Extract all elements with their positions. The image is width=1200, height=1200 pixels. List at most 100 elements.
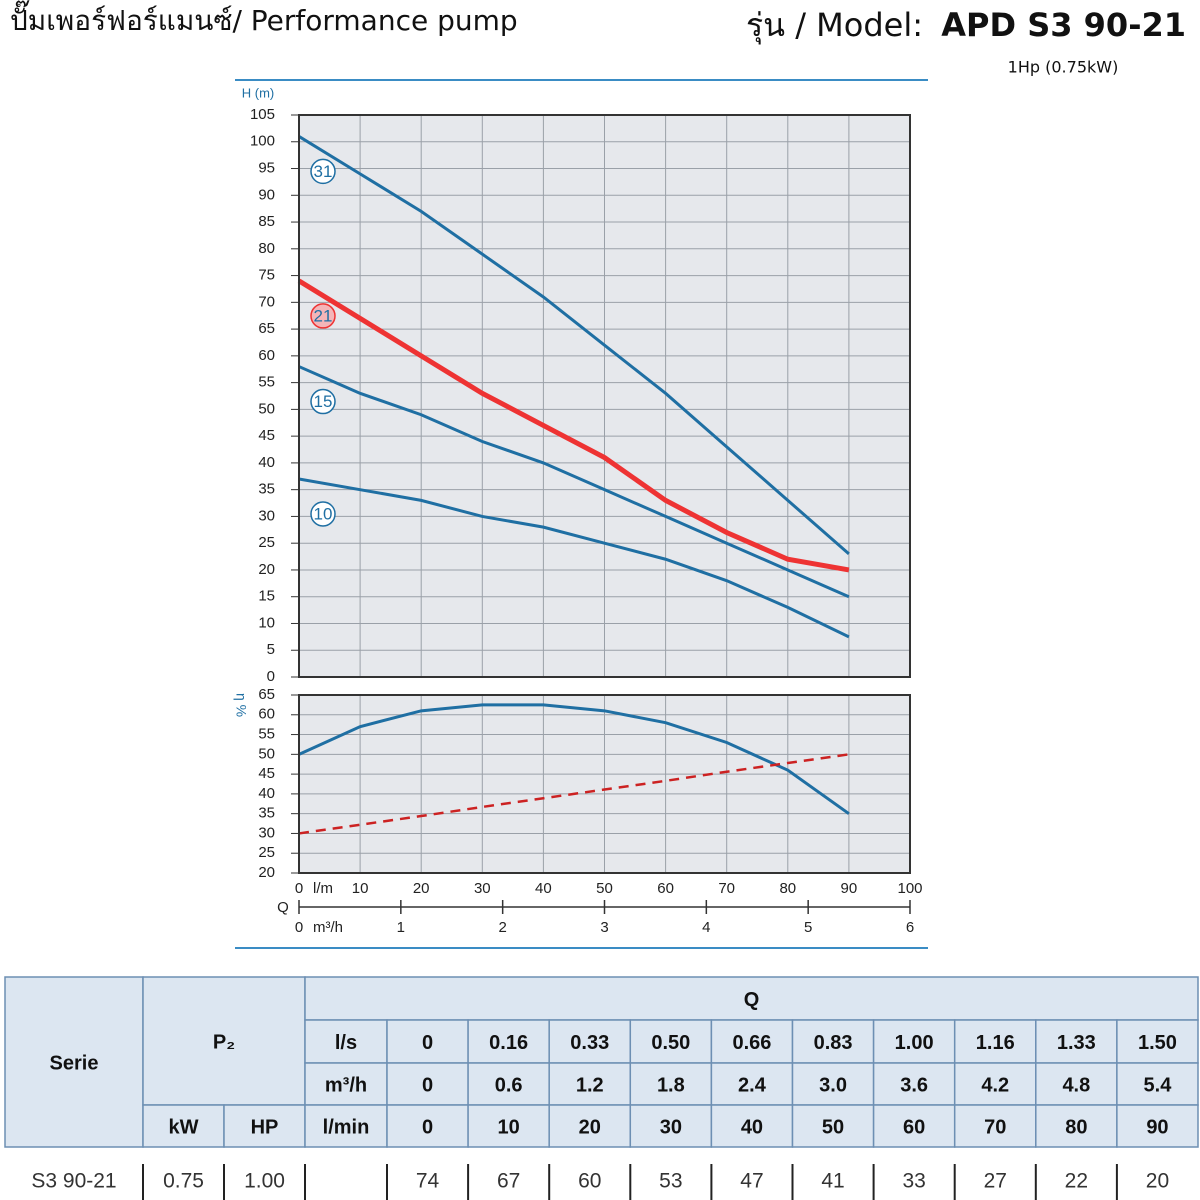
table-cell-text: 33: [902, 1170, 925, 1193]
y-tick-label: 70: [258, 293, 275, 310]
plot-border: [298, 694, 911, 874]
table-cell-text: 47: [740, 1170, 763, 1193]
table-header-text: 1.00: [895, 1032, 934, 1054]
table-cell: [710, 1019, 794, 1064]
table-header-text: 0.66: [732, 1032, 771, 1054]
y-tick-label: 0: [267, 668, 275, 685]
table-cell: [223, 1104, 306, 1148]
title: ปั๊มเพอร์ฟอร์แมนซ์/ Performance pump: [10, 0, 518, 37]
table-cell-text: 41: [821, 1170, 844, 1193]
table-cell: [791, 1104, 875, 1148]
y-tick-label: 55: [258, 726, 275, 743]
table-header-text: 2.4: [738, 1074, 767, 1096]
table-header-text: 0: [422, 1116, 433, 1138]
x2-unit: m³/h: [313, 919, 343, 936]
x-tick-label: 0: [295, 880, 303, 897]
y-tick-label: 30: [258, 824, 275, 841]
table-header-text: 0.16: [489, 1032, 528, 1054]
table-header-text: 1.16: [976, 1032, 1015, 1054]
x-tick-label: 50: [596, 880, 613, 897]
x-tick-label: 30: [474, 880, 491, 897]
table-header-text: 90: [1146, 1116, 1168, 1138]
line-series: [298, 477, 850, 639]
x2-tick-label: 1: [397, 919, 405, 936]
y-axis-label: H (m): [242, 85, 275, 100]
table-cell: [304, 976, 1199, 1021]
table-cell-text: 27: [984, 1170, 1007, 1193]
model: APD S3 90-21: [941, 6, 1186, 44]
y-tick-label: 35: [258, 481, 275, 498]
y-tick-label: 45: [258, 427, 275, 444]
y-tick-label: 95: [258, 159, 275, 176]
y-axis-label: η %: [233, 693, 249, 717]
y-tick-label: 20: [258, 864, 275, 881]
table-header-text: 0: [422, 1074, 433, 1096]
x-tick-label: 60: [657, 880, 674, 897]
table-cell: [1035, 1104, 1118, 1148]
table-header-text: 20: [579, 1116, 601, 1138]
table-header-text: 1.33: [1057, 1032, 1096, 1054]
y-tick-label: 50: [258, 400, 275, 417]
line-series: [298, 703, 850, 815]
y-tick-label: 65: [258, 320, 275, 337]
x2-tick-label: 6: [906, 919, 914, 936]
table-cell: [142, 1104, 225, 1148]
table-header-text: 30: [660, 1116, 682, 1138]
y-tick-label: 40: [258, 785, 275, 802]
table-cell-text: 53: [659, 1170, 682, 1193]
y-tick-label: 10: [258, 614, 275, 631]
y-tick-label: 40: [258, 454, 275, 471]
line-series: [298, 365, 850, 599]
table-header-text: kW: [169, 1116, 199, 1138]
table-cell: [1116, 1062, 1199, 1106]
y-tick-label: 5: [267, 641, 275, 658]
table-header-text: 0.33: [570, 1032, 609, 1054]
table-header-text: 50: [822, 1116, 844, 1138]
table-cell-text: 67: [497, 1170, 520, 1193]
y-tick-label: 55: [258, 374, 275, 391]
table-cell: [386, 1019, 469, 1064]
x-axis-label: Q: [277, 899, 289, 916]
table-header-text: 70: [984, 1116, 1006, 1138]
series-label: 15: [314, 392, 333, 411]
x2-tick-label: 3: [600, 919, 608, 936]
table-cell: [548, 1062, 632, 1106]
table-cell: [710, 1104, 794, 1148]
table-header-text: 80: [1065, 1116, 1087, 1138]
series-label-circle: [310, 158, 336, 185]
table-cell: [467, 1104, 550, 1148]
line-series: [298, 135, 850, 556]
table-header-text: HP: [251, 1116, 279, 1138]
line-series: [298, 753, 850, 835]
table-cell: [142, 976, 306, 1106]
table-header-text: m³/h: [325, 1074, 367, 1096]
y-tick-label: 45: [258, 765, 275, 782]
series-label: 21: [314, 306, 333, 325]
table-cell: [872, 1019, 956, 1064]
table-cell: [710, 1062, 794, 1106]
table-header-text: 0.6: [495, 1074, 523, 1096]
table-cell-text: 20: [1146, 1170, 1169, 1193]
y-tick-label: 75: [258, 267, 275, 284]
series-label-circle: [310, 303, 336, 329]
y-tick-label: 90: [258, 186, 275, 203]
y-tick-label: 50: [258, 745, 275, 762]
y-tick-label: 105: [250, 106, 275, 123]
y-tick-label: 25: [258, 534, 275, 551]
x2-tick-label: 5: [804, 919, 812, 936]
x-tick-label: 70: [718, 880, 735, 897]
y-tick-label: 25: [258, 844, 275, 861]
series-label-circle: [310, 388, 336, 415]
table-header-text: P₂: [213, 1031, 235, 1053]
power: 1Hp (0.75kW): [1008, 58, 1119, 77]
table-header-text: 10: [498, 1116, 520, 1138]
table-cell: [953, 1062, 1037, 1106]
plot-border: [298, 114, 911, 678]
table-cell: [304, 1104, 388, 1148]
table-header-text: 60: [903, 1116, 925, 1138]
y-tick-label: 60: [258, 706, 275, 723]
table-header-text: 1.2: [576, 1074, 604, 1096]
table-cell: [1116, 1104, 1199, 1148]
table-cell-text: 22: [1065, 1170, 1088, 1193]
